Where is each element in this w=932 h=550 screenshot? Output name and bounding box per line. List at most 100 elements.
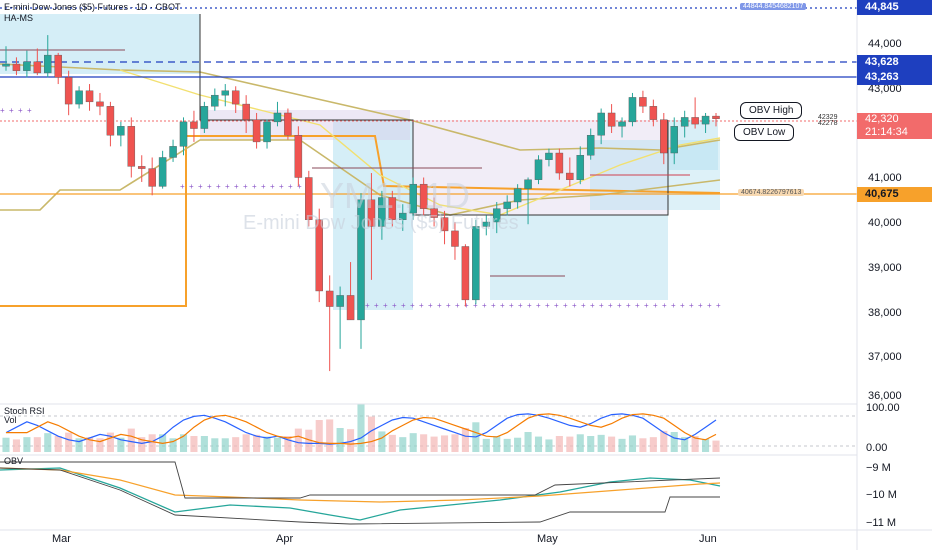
volume-bar: [253, 434, 261, 452]
dot-marker: +: [455, 301, 460, 310]
candle-body: [388, 197, 397, 220]
candle-body: [33, 61, 42, 74]
stoch-title[interactable]: Stoch RSI: [4, 406, 45, 416]
volume-bar: [190, 436, 198, 452]
obv-title[interactable]: OBV: [4, 456, 24, 466]
dot-marker: +: [617, 301, 622, 310]
volume-bar: [482, 438, 490, 452]
dot-marker: +: [536, 301, 541, 310]
candles-layer: [2, 35, 720, 372]
dot-marker: +: [252, 182, 257, 191]
candle-body: [576, 155, 585, 180]
candle-body: [607, 112, 616, 127]
dot-marker: +: [500, 301, 505, 310]
level-badge[interactable]: 40,675: [857, 187, 932, 202]
candle-body: [263, 121, 271, 143]
candle-body: [190, 121, 198, 129]
zone-box-may-b: [490, 215, 668, 300]
candle-body: [367, 199, 376, 227]
candle-body: [586, 135, 595, 156]
volume-bar: [127, 428, 135, 452]
dot-marker: +: [689, 301, 694, 310]
candle-body: [461, 246, 470, 301]
candle-body: [691, 117, 699, 125]
dot-marker: +: [572, 301, 577, 310]
volume-bar: [587, 436, 595, 452]
dot-marker: +: [671, 301, 676, 310]
volume-bar: [336, 428, 344, 452]
volume-bar: [566, 436, 574, 452]
obv-upper-channel: [0, 461, 721, 499]
level-badge[interactable]: 43,628: [857, 55, 932, 70]
candle-body: [284, 112, 292, 136]
volume-bar: [65, 432, 73, 452]
candle-body: [618, 121, 626, 127]
candle-body: [242, 103, 250, 120]
volume-bar: [430, 436, 438, 452]
vol-title[interactable]: Vol: [4, 415, 17, 425]
dot-marker: +: [270, 182, 275, 191]
obv-tick: −11 M: [866, 517, 897, 529]
volume-bar: [628, 435, 637, 452]
obv-tick: −9 M: [866, 462, 891, 474]
level-badge[interactable]: 43,263: [857, 70, 932, 85]
dot-marker: +: [288, 182, 293, 191]
volume-bar: [618, 438, 626, 452]
time-label: Mar: [52, 533, 71, 545]
level-note-small-b: 42278: [818, 120, 838, 127]
candle-body: [440, 217, 449, 232]
dot-marker: +: [716, 301, 721, 310]
dot-marker: +: [0, 106, 5, 115]
dot-marker: +: [599, 301, 604, 310]
dot-marker: +: [662, 301, 667, 310]
volume-bar: [440, 435, 449, 452]
obv-ma-line: [0, 467, 721, 503]
level-badge[interactable]: 44,845: [857, 0, 932, 15]
candle-body: [75, 90, 83, 105]
volume-bar: [670, 432, 678, 452]
candle-body: [660, 119, 668, 154]
volume-bar: [2, 437, 10, 452]
dot-marker: +: [297, 182, 302, 191]
dotted-markers: + + + + + + + + + + + + + + + + + + + + + + + + + + + + + + + + + + + + + + + +…: [0, 106, 721, 310]
dot-marker: +: [464, 301, 469, 310]
candle-body: [294, 135, 303, 178]
price-tick: 38,000: [868, 307, 902, 319]
candle-body: [419, 183, 428, 209]
obv-high-annotation[interactable]: OBV High: [740, 102, 803, 119]
volume-bar: [451, 434, 459, 452]
orange-step-line: [0, 135, 721, 307]
candle-body: [179, 121, 188, 147]
dot-marker: +: [446, 301, 451, 310]
dot-marker: +: [563, 301, 568, 310]
dot-marker: +: [18, 106, 23, 115]
dot-marker: +: [374, 301, 379, 310]
volume-bar: [96, 438, 104, 452]
volume-bar: [534, 436, 543, 452]
volume-bar: [399, 437, 407, 452]
watermark-name: E-mini Dow Jones ($5) Futures: [243, 212, 519, 234]
indicator-label[interactable]: HA-MS: [4, 13, 33, 23]
dot-marker: +: [518, 301, 523, 310]
volume-bar: [23, 437, 31, 452]
current-price-badge[interactable]: 42,320: [857, 113, 932, 126]
candle-body: [158, 157, 167, 187]
candle-body: [12, 63, 21, 71]
obv-low-annotation[interactable]: OBV Low: [734, 124, 795, 141]
symbol-title[interactable]: E-mini Dow Jones ($5) Futures · 1D · CBO…: [4, 2, 181, 12]
candle-body: [252, 119, 261, 143]
candle-body: [336, 295, 344, 307]
stoch-d-line: [6, 413, 717, 445]
dot-marker: +: [234, 182, 239, 191]
candle-body: [482, 221, 491, 227]
dot-marker: +: [279, 182, 284, 191]
candle-body: [200, 106, 209, 129]
dot-marker: +: [428, 301, 433, 310]
dot-marker: +: [207, 182, 212, 191]
obv-tick: −10 M: [866, 489, 897, 501]
candle-body: [169, 146, 177, 158]
obv-line: [0, 467, 721, 521]
time-label: Apr: [276, 533, 294, 545]
